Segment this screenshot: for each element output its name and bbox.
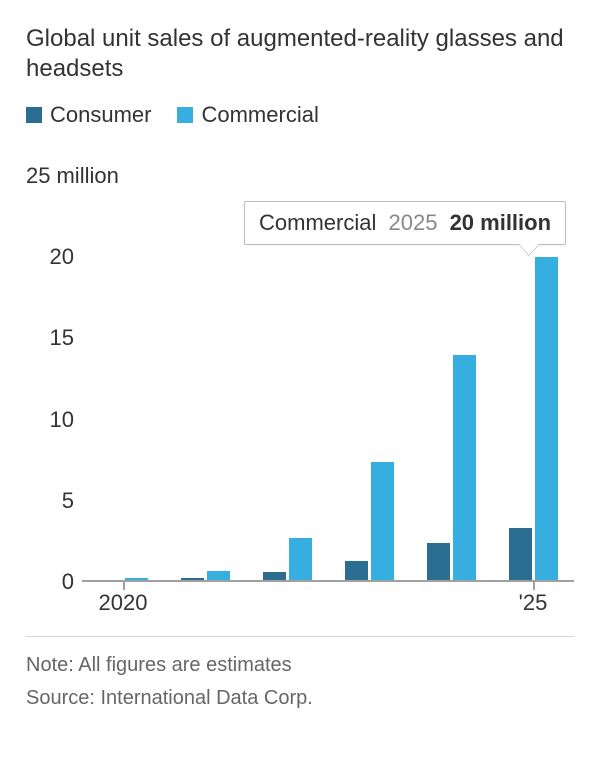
plot-area: Commercial 2025 20 million (82, 176, 574, 582)
y-tick-label: 10 (26, 407, 74, 433)
bar-consumer (345, 561, 368, 582)
x-tick-mark (123, 582, 125, 590)
legend-label-consumer: Consumer (50, 102, 151, 128)
legend-swatch-commercial (177, 107, 193, 123)
bar-tooltip: Commercial 2025 20 million (244, 201, 566, 245)
x-tick-label: 2020 (99, 590, 148, 616)
bar-commercial (371, 462, 394, 582)
x-axis: 2020 '25 (82, 582, 574, 626)
legend: Consumer Commercial (26, 102, 574, 128)
bar-consumer (509, 528, 532, 582)
y-tick-label: 15 (26, 325, 74, 351)
y-tick-label: 5 (26, 488, 74, 514)
bar-commercial (289, 538, 312, 582)
plot: 0510152025million Commercial 2025 20 mil… (26, 156, 574, 626)
y-tick-label: 0 (26, 569, 74, 595)
tooltip-series: Commercial (259, 210, 376, 235)
chart-notes: Note: All figures are estimates Source: … (26, 636, 574, 713)
bar-commercial (535, 257, 558, 582)
chart-title: Global unit sales of augmented-reality g… (26, 24, 574, 84)
chart-container: Global unit sales of augmented-reality g… (0, 0, 600, 731)
x-tick-mark (533, 582, 535, 590)
legend-swatch-consumer (26, 107, 42, 123)
legend-item-consumer: Consumer (26, 102, 151, 128)
legend-item-commercial: Commercial (177, 102, 318, 128)
bar-commercial (453, 355, 476, 582)
note-line: Note: All figures are estimates (26, 651, 574, 680)
tooltip-value: 20 million (450, 210, 551, 235)
tooltip-year: 2025 (388, 210, 437, 235)
bar-consumer (427, 543, 450, 582)
y-tick-label: 20 (26, 244, 74, 270)
legend-label-commercial: Commercial (201, 102, 318, 128)
x-tick-label: '25 (519, 590, 548, 616)
source-line: Source: International Data Corp. (26, 684, 574, 713)
